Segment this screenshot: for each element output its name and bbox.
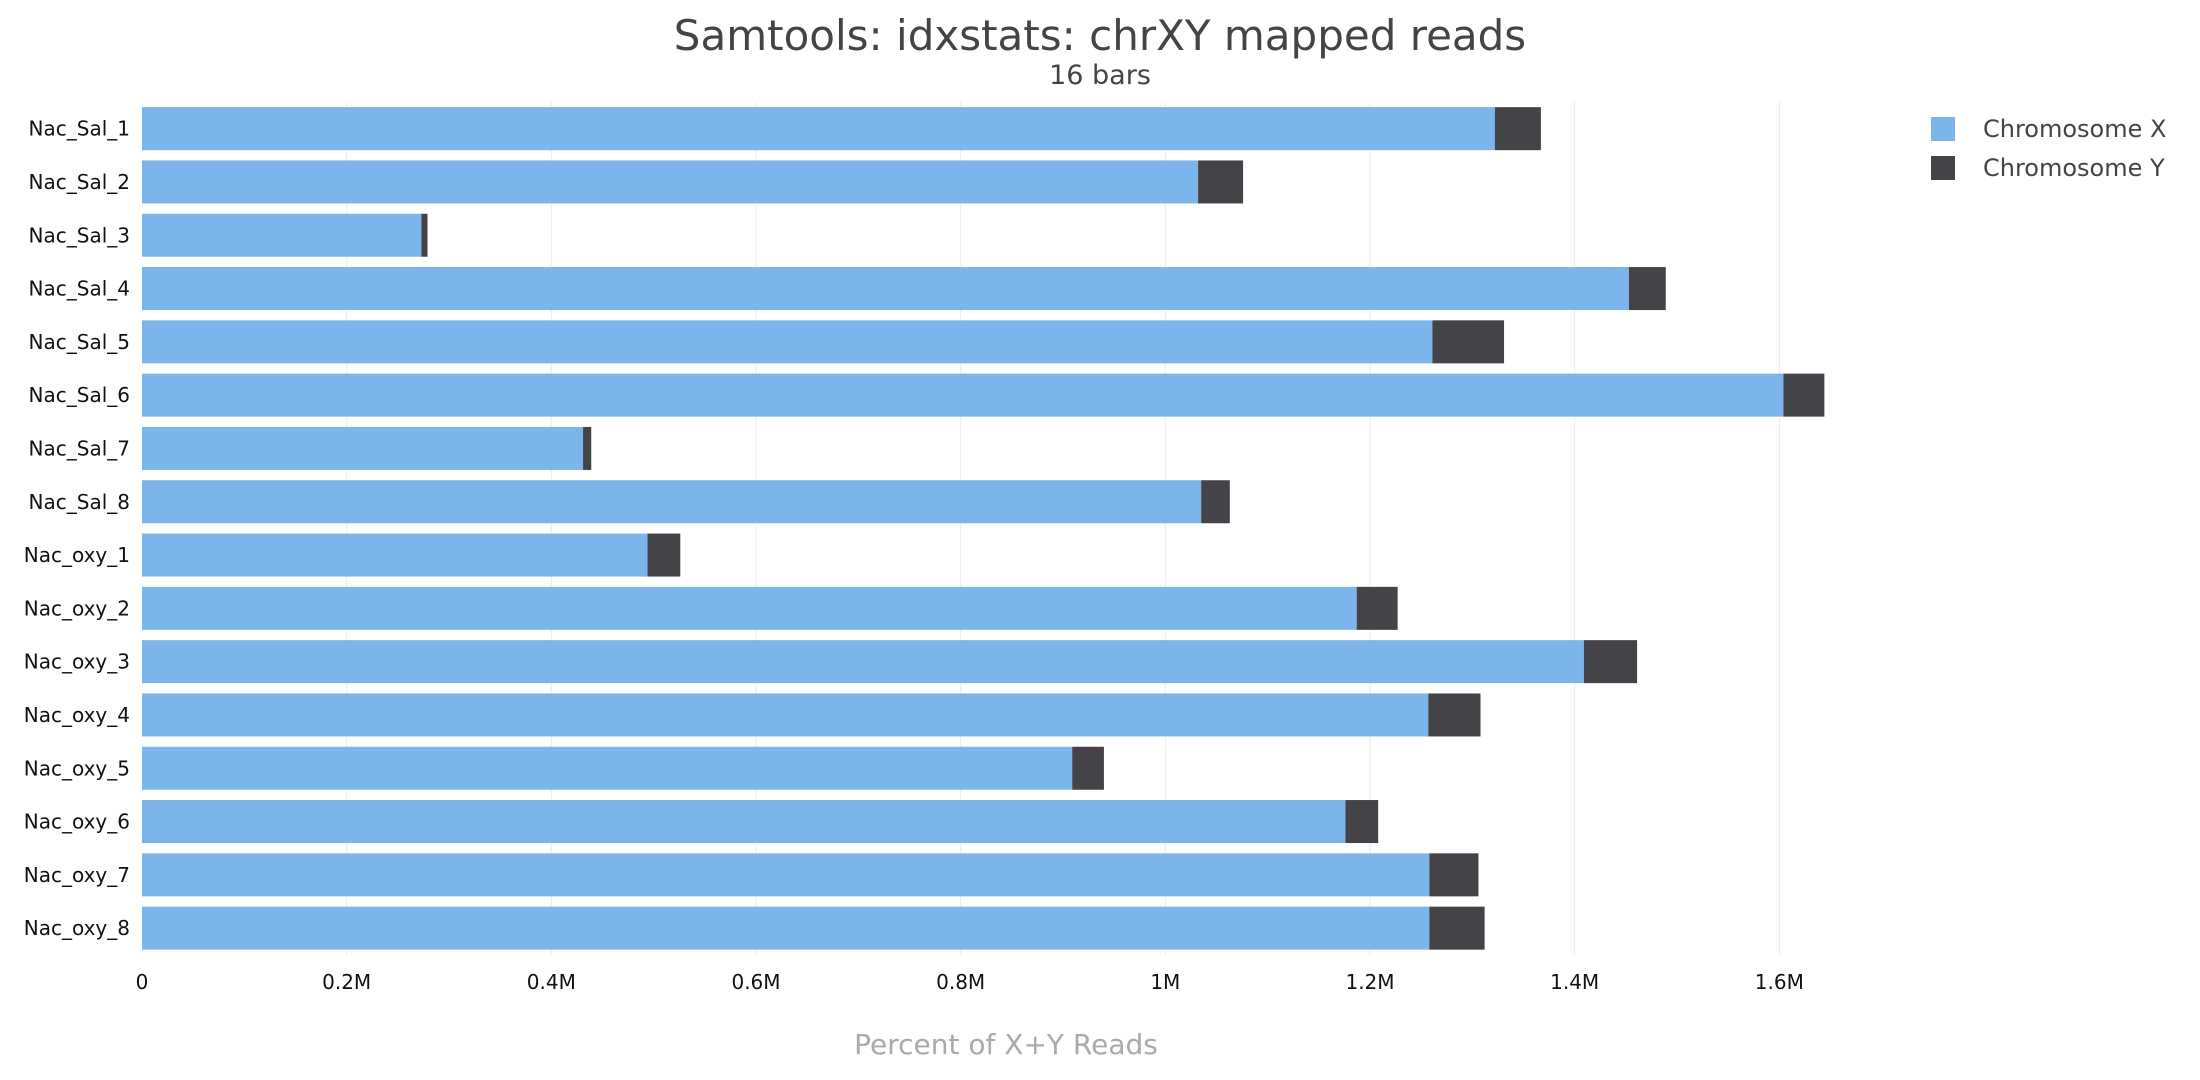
- bar-chromosome-x-nac-oxy-5[interactable]: [142, 746, 1073, 790]
- bar-chromosome-x-nac-oxy-4[interactable]: [142, 693, 1429, 737]
- bar-chromosome-y-nac-oxy-4[interactable]: [1428, 693, 1481, 737]
- bar-chromosome-y-nac-sal-2[interactable]: [1198, 160, 1244, 204]
- category-label: Nac_oxy_3: [24, 650, 130, 674]
- bar-chromosome-y-nac-oxy-1[interactable]: [647, 533, 681, 577]
- bar-chromosome-x-nac-oxy-1[interactable]: [142, 533, 648, 577]
- category-label: Nac_oxy_6: [24, 810, 130, 834]
- x-tick-label: 1.4M: [1550, 970, 1599, 994]
- x-axis-label: Percent of X+Y Reads: [854, 1028, 1158, 1061]
- bar-chromosome-x-nac-sal-4[interactable]: [142, 267, 1629, 311]
- bar-chromosome-y-nac-sal-5[interactable]: [1432, 320, 1505, 364]
- category-label: Nac_oxy_2: [24, 596, 130, 620]
- category-label: Nac_Sal_5: [29, 330, 130, 354]
- category-label: Nac_Sal_2: [29, 170, 130, 194]
- bar-chromosome-y-nac-sal-1[interactable]: [1494, 107, 1541, 151]
- category-label: Nac_oxy_5: [24, 756, 130, 780]
- bar-chromosome-y-nac-oxy-5[interactable]: [1072, 746, 1104, 790]
- bar-chromosome-y-nac-sal-8[interactable]: [1201, 480, 1230, 524]
- grid-lines: [346, 102, 1780, 955]
- x-tick-label: 0.4M: [527, 970, 576, 994]
- category-label: Nac_Sal_7: [29, 436, 130, 460]
- category-label: Nac_Sal_3: [29, 223, 130, 247]
- bar-chromosome-x-nac-oxy-7[interactable]: [142, 853, 1430, 897]
- chart-title: Samtools: idxstats: chrXY mapped reads: [674, 11, 1526, 60]
- x-tick-label: 0: [136, 970, 149, 994]
- legend[interactable]: Chromosome X Chromosome Y: [1931, 115, 2166, 182]
- category-label: Nac_Sal_4: [29, 277, 130, 301]
- bar-chromosome-x-nac-oxy-6[interactable]: [142, 800, 1346, 844]
- bar-chromosome-x-nac-sal-3[interactable]: [142, 213, 422, 257]
- x-tick-label: 0.2M: [322, 970, 371, 994]
- bar-chromosome-y-nac-sal-7[interactable]: [583, 426, 592, 470]
- x-tick-label: 1M: [1150, 970, 1180, 994]
- bar-chromosome-y-nac-oxy-3[interactable]: [1583, 640, 1638, 684]
- x-axis-ticks: 0 0.2M 0.4M 0.6M 0.8M 1M 1.2M 1.4M 1.6M: [136, 970, 1804, 994]
- bar-chromosome-x-nac-oxy-3[interactable]: [142, 640, 1584, 684]
- x-tick-label: 1.2M: [1345, 970, 1394, 994]
- bar-chromosome-x-nac-sal-1[interactable]: [142, 107, 1495, 151]
- category-label: Nac_oxy_8: [24, 916, 130, 940]
- bar-chromosome-x-nac-sal-8[interactable]: [142, 480, 1202, 524]
- bar-chromosome-y-nac-oxy-8[interactable]: [1429, 906, 1485, 950]
- bars: [142, 107, 1825, 950]
- bar-chromosome-x-nac-sal-6[interactable]: [142, 373, 1784, 417]
- chart-subtitle: 16 bars: [1049, 60, 1151, 91]
- legend-swatch-chromosome-x[interactable]: [1931, 117, 1955, 141]
- bar-chromosome-x-nac-sal-5[interactable]: [142, 320, 1433, 364]
- x-tick-label: 0.6M: [731, 970, 780, 994]
- category-label: Nac_oxy_1: [24, 543, 130, 567]
- legend-swatch-chromosome-y[interactable]: [1931, 156, 1955, 180]
- legend-label-chromosome-y[interactable]: Chromosome Y: [1983, 154, 2165, 182]
- category-label: Nac_oxy_4: [24, 703, 130, 727]
- category-label: Nac_oxy_7: [24, 863, 130, 887]
- legend-label-chromosome-x[interactable]: Chromosome X: [1983, 115, 2166, 143]
- category-label: Nac_Sal_6: [29, 383, 130, 407]
- x-tick-label: 0.8M: [936, 970, 985, 994]
- category-labels: Nac_Sal_1 Nac_Sal_2 Nac_Sal_3 Nac_Sal_4 Nac_…: [24, 117, 130, 941]
- category-label: Nac_Sal_8: [29, 490, 130, 514]
- x-tick-label: 1.6M: [1755, 970, 1804, 994]
- bar-chromosome-y-nac-sal-4[interactable]: [1628, 267, 1666, 311]
- bar-chromosome-x-nac-sal-2[interactable]: [142, 160, 1199, 204]
- bar-chromosome-y-nac-oxy-2[interactable]: [1356, 586, 1398, 630]
- bar-chromosome-y-nac-oxy-7[interactable]: [1429, 853, 1479, 897]
- bar-chromosome-y-nac-sal-6[interactable]: [1783, 373, 1825, 417]
- bar-chromosome-x-nac-oxy-2[interactable]: [142, 586, 1357, 630]
- bar-chromosome-y-nac-sal-3[interactable]: [421, 213, 428, 257]
- bar-chromosome-x-nac-oxy-8[interactable]: [142, 906, 1430, 950]
- bar-chromosome-y-nac-oxy-6[interactable]: [1345, 800, 1379, 844]
- bar-chromosome-x-nac-sal-7[interactable]: [142, 426, 584, 470]
- category-label: Nac_Sal_1: [29, 117, 130, 141]
